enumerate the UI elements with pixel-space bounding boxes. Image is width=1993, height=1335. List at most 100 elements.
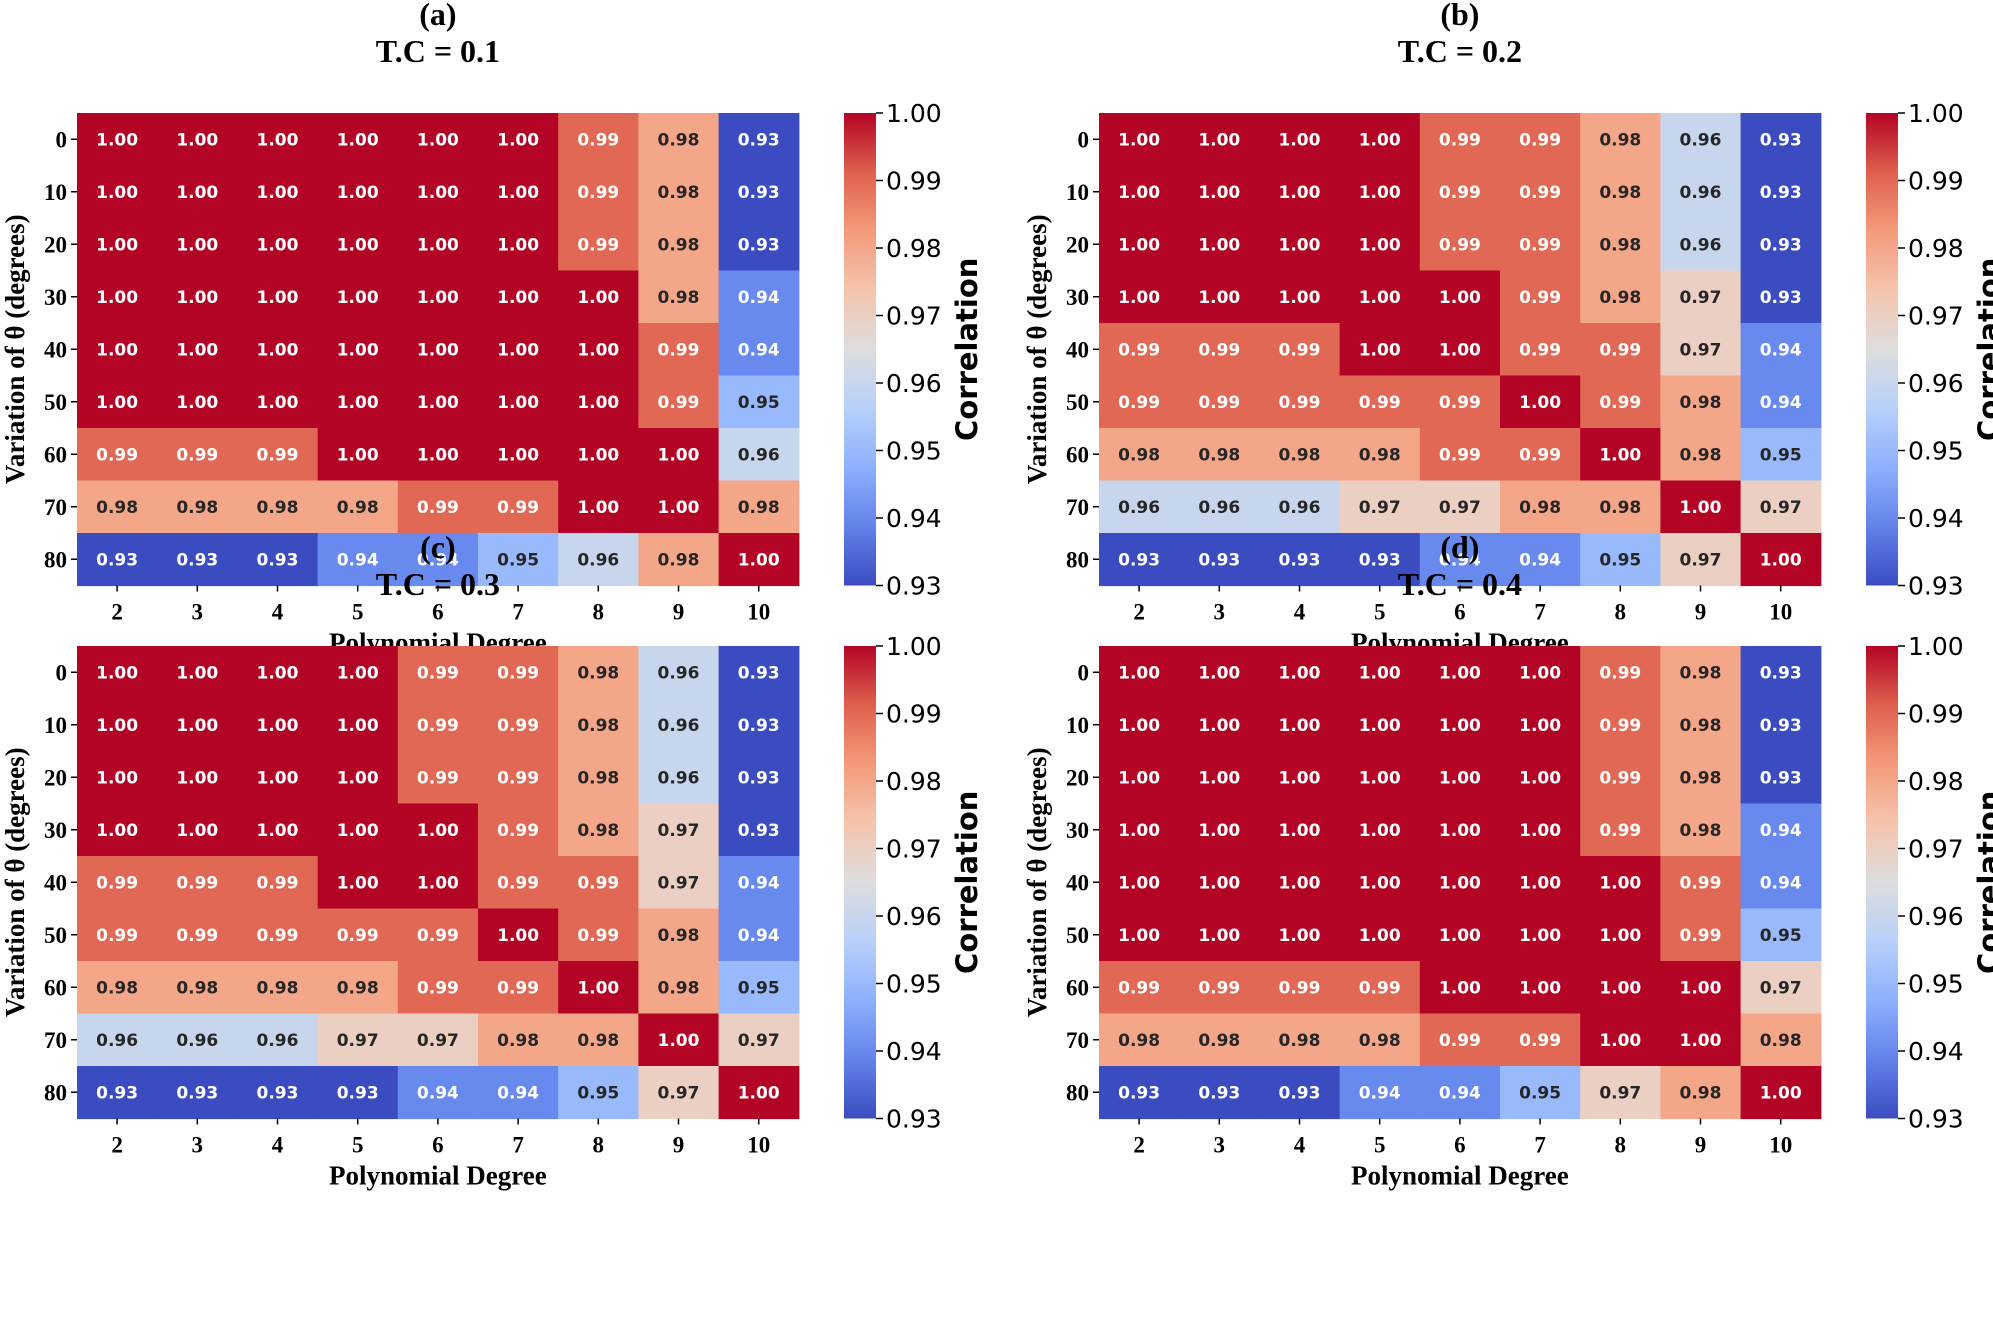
colorbar-tick-label: 0.96 <box>1908 369 1964 398</box>
cell-value-label: 0.99 <box>1198 978 1240 998</box>
cell-value-label: 1.00 <box>417 821 459 841</box>
heatmap-cell <box>1419 1013 1501 1067</box>
cell-value-label: 1.00 <box>1279 926 1321 946</box>
heatmap-cell <box>1740 646 1822 700</box>
heatmap-cell <box>237 428 319 482</box>
cell-value-label: 0.99 <box>1279 978 1321 998</box>
heatmap-cell <box>558 375 639 429</box>
heatmap-cell <box>1500 533 1581 587</box>
x-tick-label: 2 <box>1133 600 1145 625</box>
heatmap-cell <box>1660 323 1742 377</box>
heatmap-cell <box>317 480 399 534</box>
cell-value-label: 0.99 <box>96 445 138 465</box>
x-axis-label: Polynomial Degree <box>329 1161 547 1191</box>
cell-value-label: 0.99 <box>497 821 539 841</box>
heatmap-cell <box>77 270 158 324</box>
heatmap-cell <box>1339 961 1421 1015</box>
cell-value-label: 1.00 <box>1519 873 1561 893</box>
cell-value-label: 1.00 <box>1118 926 1160 946</box>
cell-value-label: 0.99 <box>96 873 138 893</box>
cell-value-label: 0.97 <box>417 1031 459 1051</box>
heatmap-cell <box>237 375 319 429</box>
heatmap-cell <box>1339 803 1421 857</box>
heatmap-cell <box>157 908 238 962</box>
cell-value-label: 1.00 <box>1279 821 1321 841</box>
cell-value-label: 1.00 <box>1118 716 1160 736</box>
heatmap-cell <box>1580 533 1661 587</box>
heatmap-cell <box>1580 1013 1661 1067</box>
cell-value-label: 1.00 <box>577 340 619 360</box>
cell-value-label: 0.98 <box>497 1031 539 1051</box>
colorbar-tick-label: 0.99 <box>1908 167 1964 196</box>
heatmap-cell <box>1660 908 1742 962</box>
heatmap-cell <box>1259 428 1341 482</box>
y-tick-label: 40 <box>44 337 67 362</box>
cell-value-label: 1.00 <box>176 393 218 413</box>
x-tick-label: 7 <box>1534 600 1546 625</box>
cell-value-label: 0.94 <box>738 288 780 308</box>
cell-value-label: 0.93 <box>96 1083 138 1103</box>
colorbar-tick-label: 1.00 <box>1908 99 1964 128</box>
cell-value-label: 1.00 <box>1118 288 1160 308</box>
cell-value-label: 0.94 <box>1760 821 1802 841</box>
cell-value-label: 0.99 <box>1599 768 1641 788</box>
heatmap-cell <box>478 803 559 857</box>
cell-value-label: 1.00 <box>337 663 379 683</box>
cell-value-label: 1.00 <box>417 445 459 465</box>
heatmap-cell <box>397 113 479 167</box>
heatmap-cell <box>718 751 800 805</box>
cell-value-label: 1.00 <box>1279 183 1321 203</box>
x-tick-label: 5 <box>1374 600 1386 625</box>
cell-value-label: 0.94 <box>417 1083 459 1103</box>
cell-value-label: 0.98 <box>1680 445 1722 465</box>
x-tick-label: 8 <box>593 1133 605 1158</box>
heatmap-cell <box>638 113 720 167</box>
heatmap-cell <box>157 323 238 377</box>
x-tick-label: 3 <box>192 600 204 625</box>
cell-value-label: 1.00 <box>1439 716 1481 736</box>
heatmap-cell <box>1500 1066 1581 1120</box>
cell-value-label: 0.99 <box>1519 1031 1561 1051</box>
cell-value-label: 0.93 <box>1118 1083 1160 1103</box>
heatmap-cell <box>638 961 720 1015</box>
cell-value-label: 1.00 <box>1359 663 1401 683</box>
heatmap-cell <box>237 1066 319 1120</box>
cell-value-label: 1.00 <box>1599 445 1641 465</box>
colorbar-tick-label: 0.99 <box>886 700 942 729</box>
heatmap-cell <box>1500 646 1581 700</box>
cell-value-label: 0.98 <box>1680 821 1722 841</box>
cell-value-label: 0.99 <box>1599 663 1641 683</box>
heatmap-cell <box>558 218 639 272</box>
heatmap-cell <box>1099 165 1180 219</box>
cell-value-label: 0.99 <box>1439 445 1481 465</box>
y-tick-label: 70 <box>44 495 67 520</box>
cell-value-label: 0.94 <box>497 1083 539 1103</box>
cell-value-label: 0.99 <box>257 445 299 465</box>
cell-value-label: 0.99 <box>1599 340 1641 360</box>
heatmap-cell <box>1580 375 1661 429</box>
cell-value-label: 1.00 <box>577 498 619 518</box>
heatmap-cell <box>317 323 399 377</box>
heatmap-cell <box>638 646 720 700</box>
heatmap-cell <box>1660 803 1742 857</box>
cell-value-label: 0.93 <box>1760 716 1802 736</box>
heatmap-cell <box>77 751 158 805</box>
heatmap-cell <box>77 1066 158 1120</box>
heatmap-cell <box>1740 908 1822 962</box>
heatmap-cell <box>317 751 399 805</box>
heatmap-cell <box>237 803 319 857</box>
heatmap-cell <box>157 698 238 752</box>
cell-value-label: 0.93 <box>1760 235 1802 255</box>
y-tick-label: 10 <box>1066 713 1089 738</box>
heatmap-cell <box>1500 323 1581 377</box>
heatmap-cell <box>558 856 639 910</box>
heatmap-cell <box>718 856 800 910</box>
cell-value-label: 0.93 <box>1118 550 1160 570</box>
cell-value-label: 1.00 <box>1118 663 1160 683</box>
cell-value-label: 0.93 <box>176 550 218 570</box>
heatmap-cell <box>1660 646 1742 700</box>
heatmap-cell <box>237 218 319 272</box>
heatmap-cell <box>1580 113 1661 167</box>
cell-value-label: 1.00 <box>1359 873 1401 893</box>
cell-value-label: 1.00 <box>1198 926 1240 946</box>
